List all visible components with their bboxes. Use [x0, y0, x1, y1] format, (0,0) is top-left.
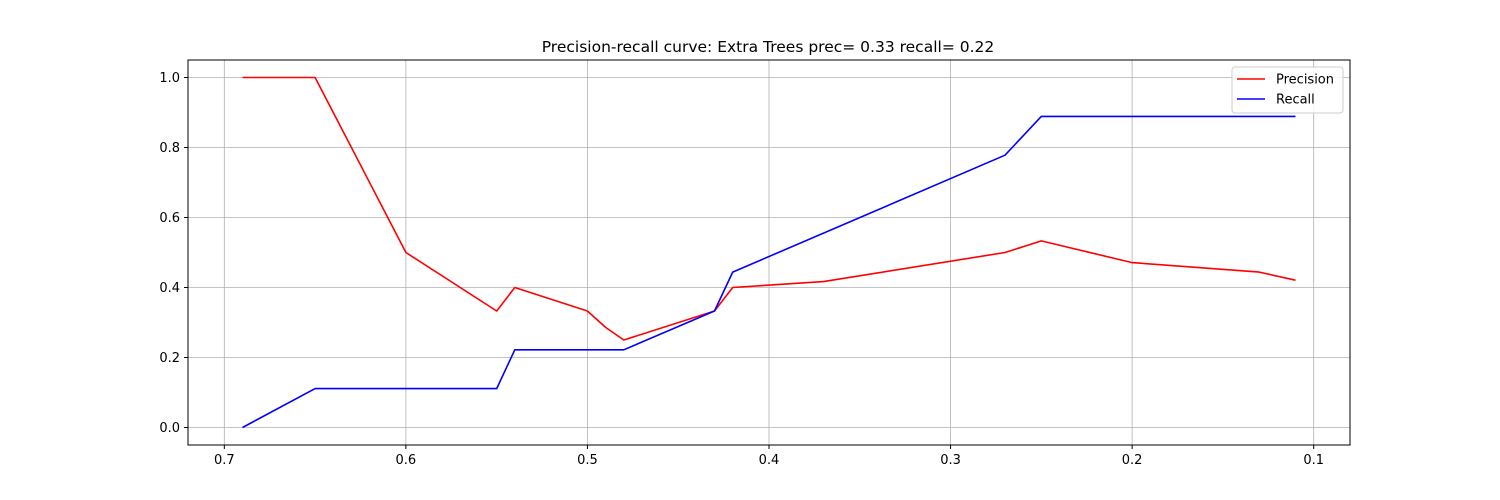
y-tick-label: 0.2 — [159, 351, 180, 366]
ticks-layer: 0.7 0.6 0.5 0.4 0.3 0.2 0.1 0.0 0.2 0.4 0.6 0.8 1.0 — [159, 71, 1324, 468]
x-tick-label: 0.2 — [1122, 453, 1143, 468]
series-line-recall — [242, 115, 1296, 429]
series-line-precision — [242, 76, 1296, 341]
y-tick-label: 0.4 — [159, 281, 180, 296]
y-tick-label: 0.0 — [159, 421, 180, 436]
x-tick-label: 0.3 — [940, 453, 961, 468]
grid-layer — [188, 60, 1350, 445]
x-tick-label: 0.4 — [759, 453, 780, 468]
x-tick-label: 0.7 — [214, 453, 235, 468]
legend-label-recall: Recall — [1276, 93, 1315, 108]
legend: Precision Recall — [1231, 66, 1344, 114]
x-tick-label: 0.1 — [1303, 453, 1324, 468]
series-layer — [242, 76, 1296, 429]
legend-label-precision: Precision — [1276, 73, 1334, 88]
y-tick-label: 0.6 — [159, 211, 180, 226]
chart-title: Precision-recall curve: Extra Trees prec… — [542, 38, 995, 56]
x-tick-label: 0.5 — [577, 453, 598, 468]
y-tick-label: 1.0 — [159, 71, 180, 86]
x-tick-label: 0.6 — [396, 453, 417, 468]
y-tick-label: 0.8 — [159, 141, 180, 156]
